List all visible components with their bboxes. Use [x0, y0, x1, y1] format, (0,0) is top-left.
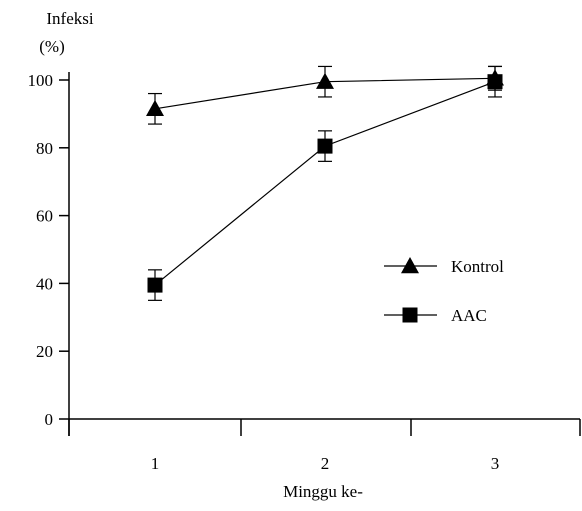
legend-label: AAC [451, 306, 487, 325]
x-axis-title: Minggu ke- [283, 482, 363, 501]
legend-item-kontrol: Kontrol [384, 257, 504, 276]
series-layer [146, 65, 504, 301]
series-aac [147, 65, 503, 301]
y-axis-unit: (%) [39, 37, 64, 56]
data-point-triangle [316, 72, 334, 89]
series-line [154, 81, 496, 286]
axes: 0 20 40 60 80 100 1 2 3 [28, 71, 581, 473]
x-tick-label: 1 [151, 454, 160, 473]
legend-item-aac: AAC [384, 306, 487, 325]
legend: Kontrol AAC [384, 257, 504, 325]
series-kontrol [146, 65, 504, 125]
data-point-square [317, 138, 333, 154]
data-point-triangle [146, 99, 164, 117]
x-tick-label: 2 [321, 454, 330, 473]
y-tick-label: 60 [36, 207, 53, 226]
y-tick-label: 40 [36, 274, 53, 293]
data-point-square [402, 307, 418, 323]
y-tick-label: 20 [36, 342, 53, 361]
y-tick-label: 100 [28, 71, 54, 90]
x-tick-label: 3 [491, 454, 500, 473]
y-tick-label: 0 [45, 410, 54, 429]
data-point-square [487, 74, 503, 90]
data-point-square [147, 277, 163, 293]
legend-label: Kontrol [451, 257, 504, 276]
y-axis-title: Infeksi [46, 9, 93, 28]
data-point-triangle [401, 257, 419, 274]
y-tick-label: 80 [36, 139, 53, 158]
